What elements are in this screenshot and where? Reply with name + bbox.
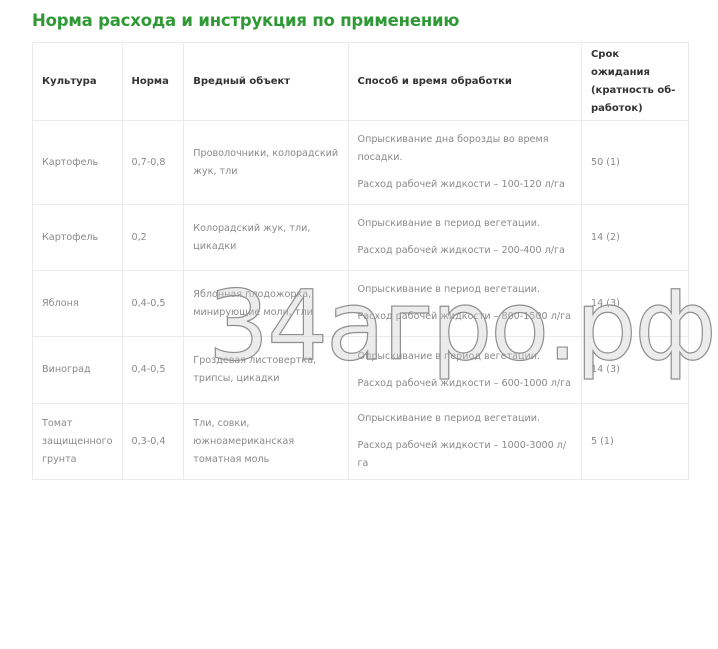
table-row: Виноград 0,4-0,5 Гроздевая листовертка, … bbox=[32, 336, 690, 404]
cell-rate: 0,2 bbox=[121, 204, 185, 271]
header-rate: Норма bbox=[121, 42, 185, 121]
method-text: Опрыскивание в период вегетации. bbox=[357, 284, 541, 295]
cell-method: Опрыскивание в период вегетации. Расход р… bbox=[347, 336, 582, 404]
cell-crop: Виноград bbox=[32, 336, 123, 404]
cell-pest: Проволочники, колорадский жук, тли bbox=[183, 120, 349, 205]
cell-method: Опрыскивание в период вегетации. Расход р… bbox=[347, 403, 582, 480]
cell-wait: 14 (3) bbox=[580, 336, 690, 404]
cell-method: Опрыскивание дна борозды во время посадк… bbox=[347, 120, 582, 205]
consumption-text: Расход рабочей жидкости – 600-1000 л/га bbox=[357, 377, 571, 389]
cell-method: Опрыскивание в период вегетации. Расход р… bbox=[347, 204, 582, 271]
cell-crop: Томат защищенного грунта bbox=[32, 403, 123, 480]
cell-rate: 0,4-0,5 bbox=[121, 336, 185, 404]
table-row: Томат защищенного грунта 0,3-0,4 Тли, со… bbox=[32, 403, 690, 480]
cell-method: Опрыскивание в период вегетации. Расход р… bbox=[347, 270, 582, 337]
table-row: Картофель 0,2 Колорадский жук, тли, цика… bbox=[32, 204, 690, 271]
consumption-text: Расход рабочей жидкости – 100-120 л/га bbox=[357, 179, 565, 190]
table-row: Картофель 0,7-0,8 Проволочники, колорадс… bbox=[32, 120, 690, 205]
method-text: Опрыскивание в период вегетации. bbox=[357, 218, 541, 229]
cell-crop: Яблоня bbox=[32, 270, 123, 337]
table-row: Яблоня 0,4-0,5 Яблонная плодожорка, мини… bbox=[32, 270, 690, 337]
cell-rate: 0,3-0,4 bbox=[121, 403, 185, 480]
method-text: Опрыскивание дна борозды во время посадк… bbox=[357, 134, 549, 163]
cell-crop: Картофель bbox=[32, 120, 123, 205]
cell-wait: 14 (2) bbox=[580, 204, 690, 271]
consumption-text: Расход рабочей жидкости – 1000-3000 л/га bbox=[357, 440, 567, 469]
cell-crop: Картофель bbox=[32, 204, 123, 271]
cell-pest: Гроздевая листовертка, трипсы, цикадки bbox=[183, 336, 349, 404]
consumption-text: Расход рабочей жидкости – 800-1500 л/га bbox=[357, 311, 571, 322]
cell-pest: Яблонная плодожорка, минирующие моли, тл… bbox=[183, 270, 349, 337]
method-text: Опрыскивание в период вегетации. bbox=[357, 350, 541, 362]
cell-wait: 50 (1) bbox=[580, 120, 690, 205]
method-text: Опрыскивание в период вегетации. bbox=[357, 413, 541, 424]
header-method: Способ и время обработки bbox=[347, 42, 582, 121]
cell-wait: 5 (1) bbox=[580, 403, 690, 480]
cell-wait: 14 (3) bbox=[580, 270, 690, 337]
cell-pest: Тли, совки, южноамериканская томатная мо… bbox=[183, 403, 349, 480]
usage-table: Культура Норма Вредный объект Способ и в… bbox=[32, 42, 690, 480]
table-header-row: Культура Норма Вредный объект Способ и в… bbox=[32, 42, 690, 121]
header-crop: Культура bbox=[32, 42, 123, 121]
cell-pest: Колорадский жук, тли, цикадки bbox=[183, 204, 349, 271]
section-title: Норма расхода и инструкция по применению bbox=[32, 11, 460, 30]
header-wait: Срок ожидания (кратность об-работок) bbox=[580, 42, 690, 121]
cell-rate: 0,4-0,5 bbox=[121, 270, 185, 337]
header-pest: Вредный объект bbox=[183, 42, 349, 121]
cell-rate: 0,7-0,8 bbox=[121, 120, 185, 205]
consumption-text: Расход рабочей жидкости – 200-400 л/га bbox=[357, 245, 565, 256]
